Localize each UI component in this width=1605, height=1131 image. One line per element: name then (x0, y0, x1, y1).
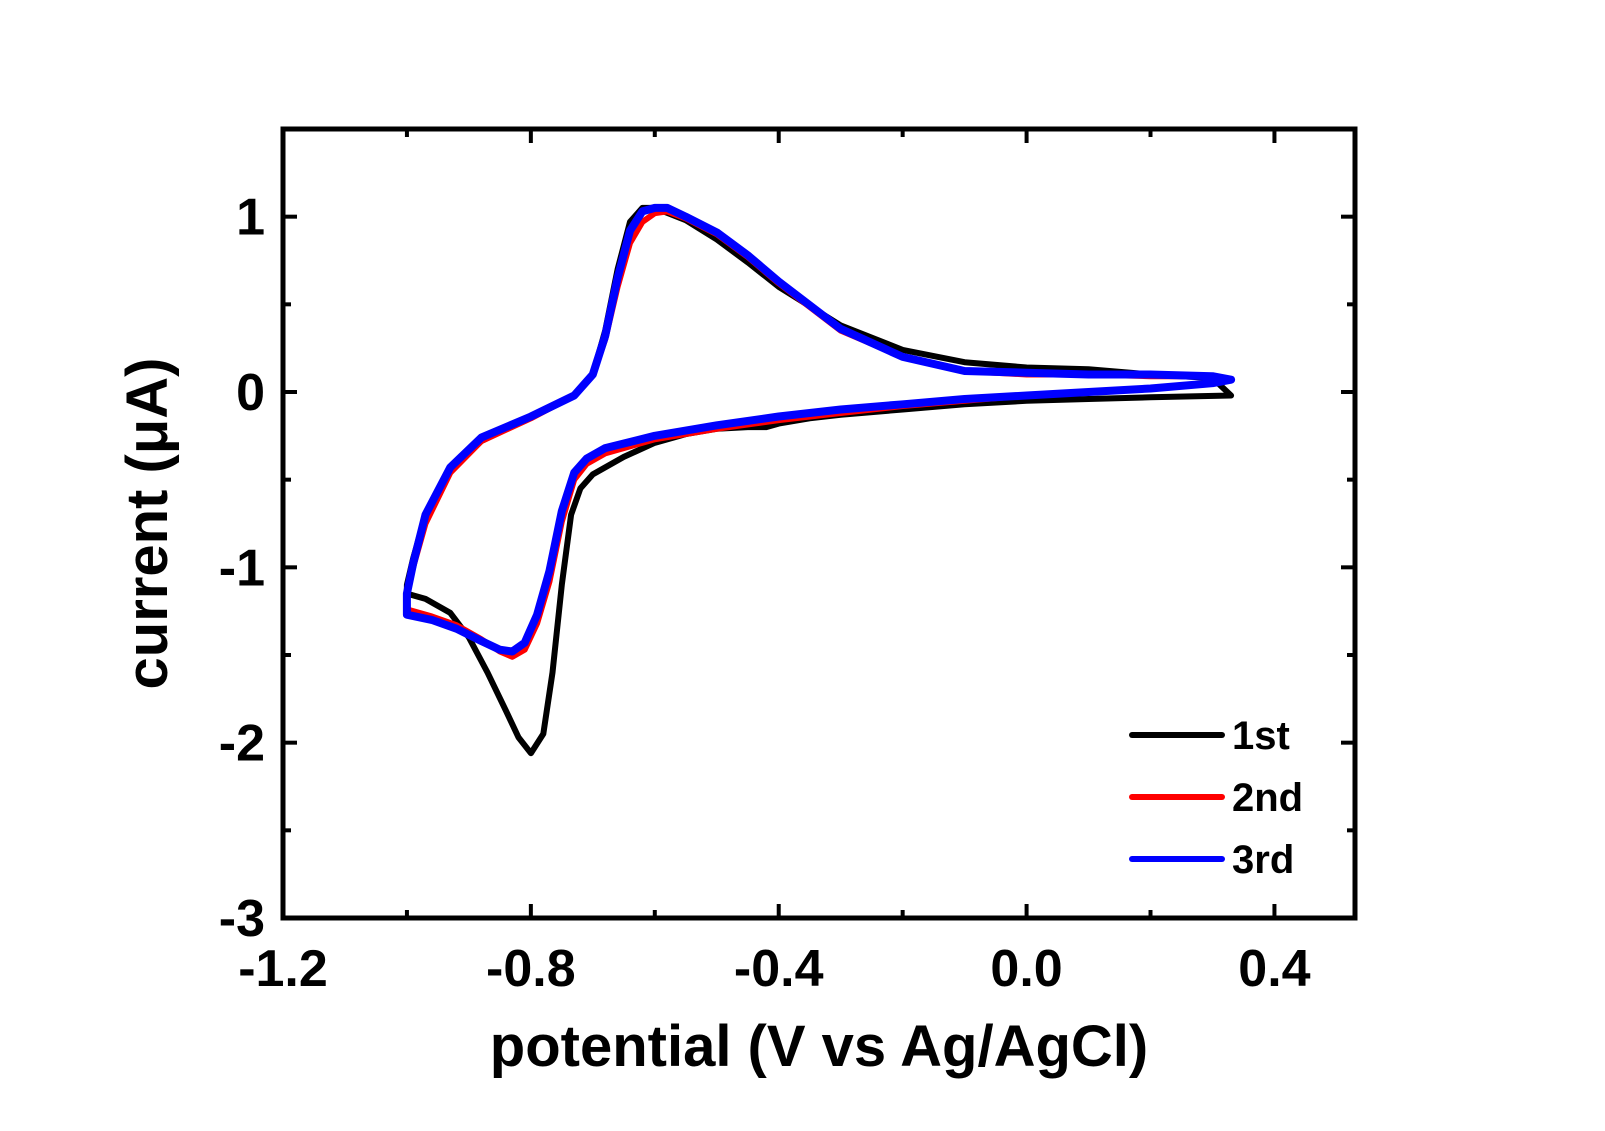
axes-layer: -1.2 -0.8 -0.4 0.0 0.4 1 0 -1 -2 -3 potential (V v… (115, 126, 1358, 1079)
series-line-3rd (402, 203, 1236, 656)
y-tick-label: -2 (219, 715, 265, 773)
y-tick-label: 0 (236, 364, 265, 422)
x-axis-title: potential (V vs Ag/AgCl) (490, 1014, 1148, 1079)
x-tick-label: 0.0 (990, 940, 1062, 998)
y-tick-label: -1 (219, 539, 265, 597)
y-axis-title: current (μA) (115, 358, 180, 690)
x-tick-label: -0.4 (734, 940, 824, 998)
y-tick-label: -3 (219, 890, 265, 948)
x-tick-label: -1.2 (238, 940, 328, 998)
series-line-2nd (403, 208, 1235, 660)
series-layer (402, 203, 1236, 757)
legend-label-3rd: 3rd (1232, 838, 1294, 882)
y-tick-label: 1 (236, 189, 265, 247)
legend: 1st 2nd 3rd (1129, 714, 1303, 882)
legend-label-1st: 1st (1232, 714, 1290, 758)
legend-label-2nd: 2nd (1232, 776, 1303, 820)
plot-frame (280, 126, 1358, 921)
x-tick-label: -0.8 (486, 940, 576, 998)
x-tick-label: 0.4 (1238, 940, 1310, 998)
series-line-1st (403, 204, 1235, 757)
